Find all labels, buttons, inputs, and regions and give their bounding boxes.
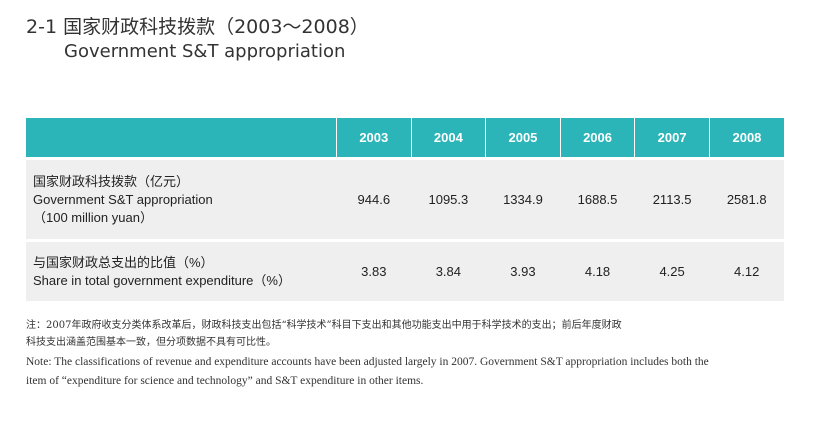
note-en-line: Note: The classifications of revenue and… <box>26 356 709 368</box>
row-label: 国家财政科技拨款（亿元） Government S&T appropriatio… <box>26 160 337 239</box>
table-header-year: 2005 <box>485 118 561 157</box>
table-cell: 944.6 <box>336 160 412 239</box>
note-en-line: item of “expenditure for science and tec… <box>26 375 424 387</box>
note-en: Note: The classifications of revenue and… <box>26 353 786 391</box>
row-label-cn: 与国家财政总支出的比值（%） <box>33 254 214 270</box>
table-header-row: 2003 2004 2005 2006 2007 2008 <box>26 118 784 157</box>
row-label-cn: 国家财政科技拨款（亿元） <box>33 173 190 189</box>
row-label-unit: （100 million yuan） <box>33 209 153 225</box>
table-cell: 4.25 <box>634 242 710 301</box>
table-cell: 3.83 <box>336 242 412 301</box>
table-cell: 2113.5 <box>634 160 710 239</box>
note-cn-line: 注：2007年政府收支分类体系改革后，财政科技支出包括“科学技术”科目下支出和其… <box>26 320 622 331</box>
table-cell: 2581.8 <box>709 160 784 239</box>
table-cell: 1334.9 <box>485 160 561 239</box>
table-header-year: 2006 <box>559 118 635 157</box>
page-title: 2-1 国家财政科技拨款（2003～2008） <box>26 16 369 38</box>
table-cell: 3.84 <box>411 242 486 301</box>
row-label-en: Government S&T appropriation <box>33 191 213 207</box>
table-row: 国家财政科技拨款（亿元） Government S&T appropriatio… <box>26 160 784 239</box>
row-label: 与国家财政总支出的比值（%） Share in total government… <box>26 242 337 301</box>
table-header-corner <box>26 118 337 157</box>
table-cell: 1095.3 <box>411 160 486 239</box>
title-block: 2-1 国家财政科技拨款（2003～2008） Government S&T a… <box>26 14 369 64</box>
table-cell: 1688.5 <box>560 160 635 239</box>
appropriation-table: 2003 2004 2005 2006 2007 2008 国家财政科技拨款（亿… <box>26 118 784 301</box>
table-header-year: 2004 <box>410 118 486 157</box>
table-cell: 3.93 <box>485 242 561 301</box>
table-header-year: 2003 <box>336 118 412 157</box>
note-cn: 注：2007年政府收支分类体系改革后，财政科技支出包括“科学技术”科目下支出和其… <box>26 317 786 351</box>
table-cell: 4.18 <box>560 242 635 301</box>
page-subtitle: Government S&T appropriation <box>64 41 346 62</box>
table-header-year: 2008 <box>708 118 784 157</box>
table-cell: 4.12 <box>709 242 784 301</box>
table-header-year: 2007 <box>634 118 710 157</box>
table-row: 与国家财政总支出的比值（%） Share in total government… <box>26 242 784 301</box>
row-label-en: Share in total government expenditure（%） <box>33 272 291 288</box>
note-cn-line: 科技支出涵盖范围基本一致，但分项数据不具有可比性。 <box>26 337 276 348</box>
note-block: 注：2007年政府收支分类体系改革后，财政科技支出包括“科学技术”科目下支出和其… <box>26 317 786 391</box>
